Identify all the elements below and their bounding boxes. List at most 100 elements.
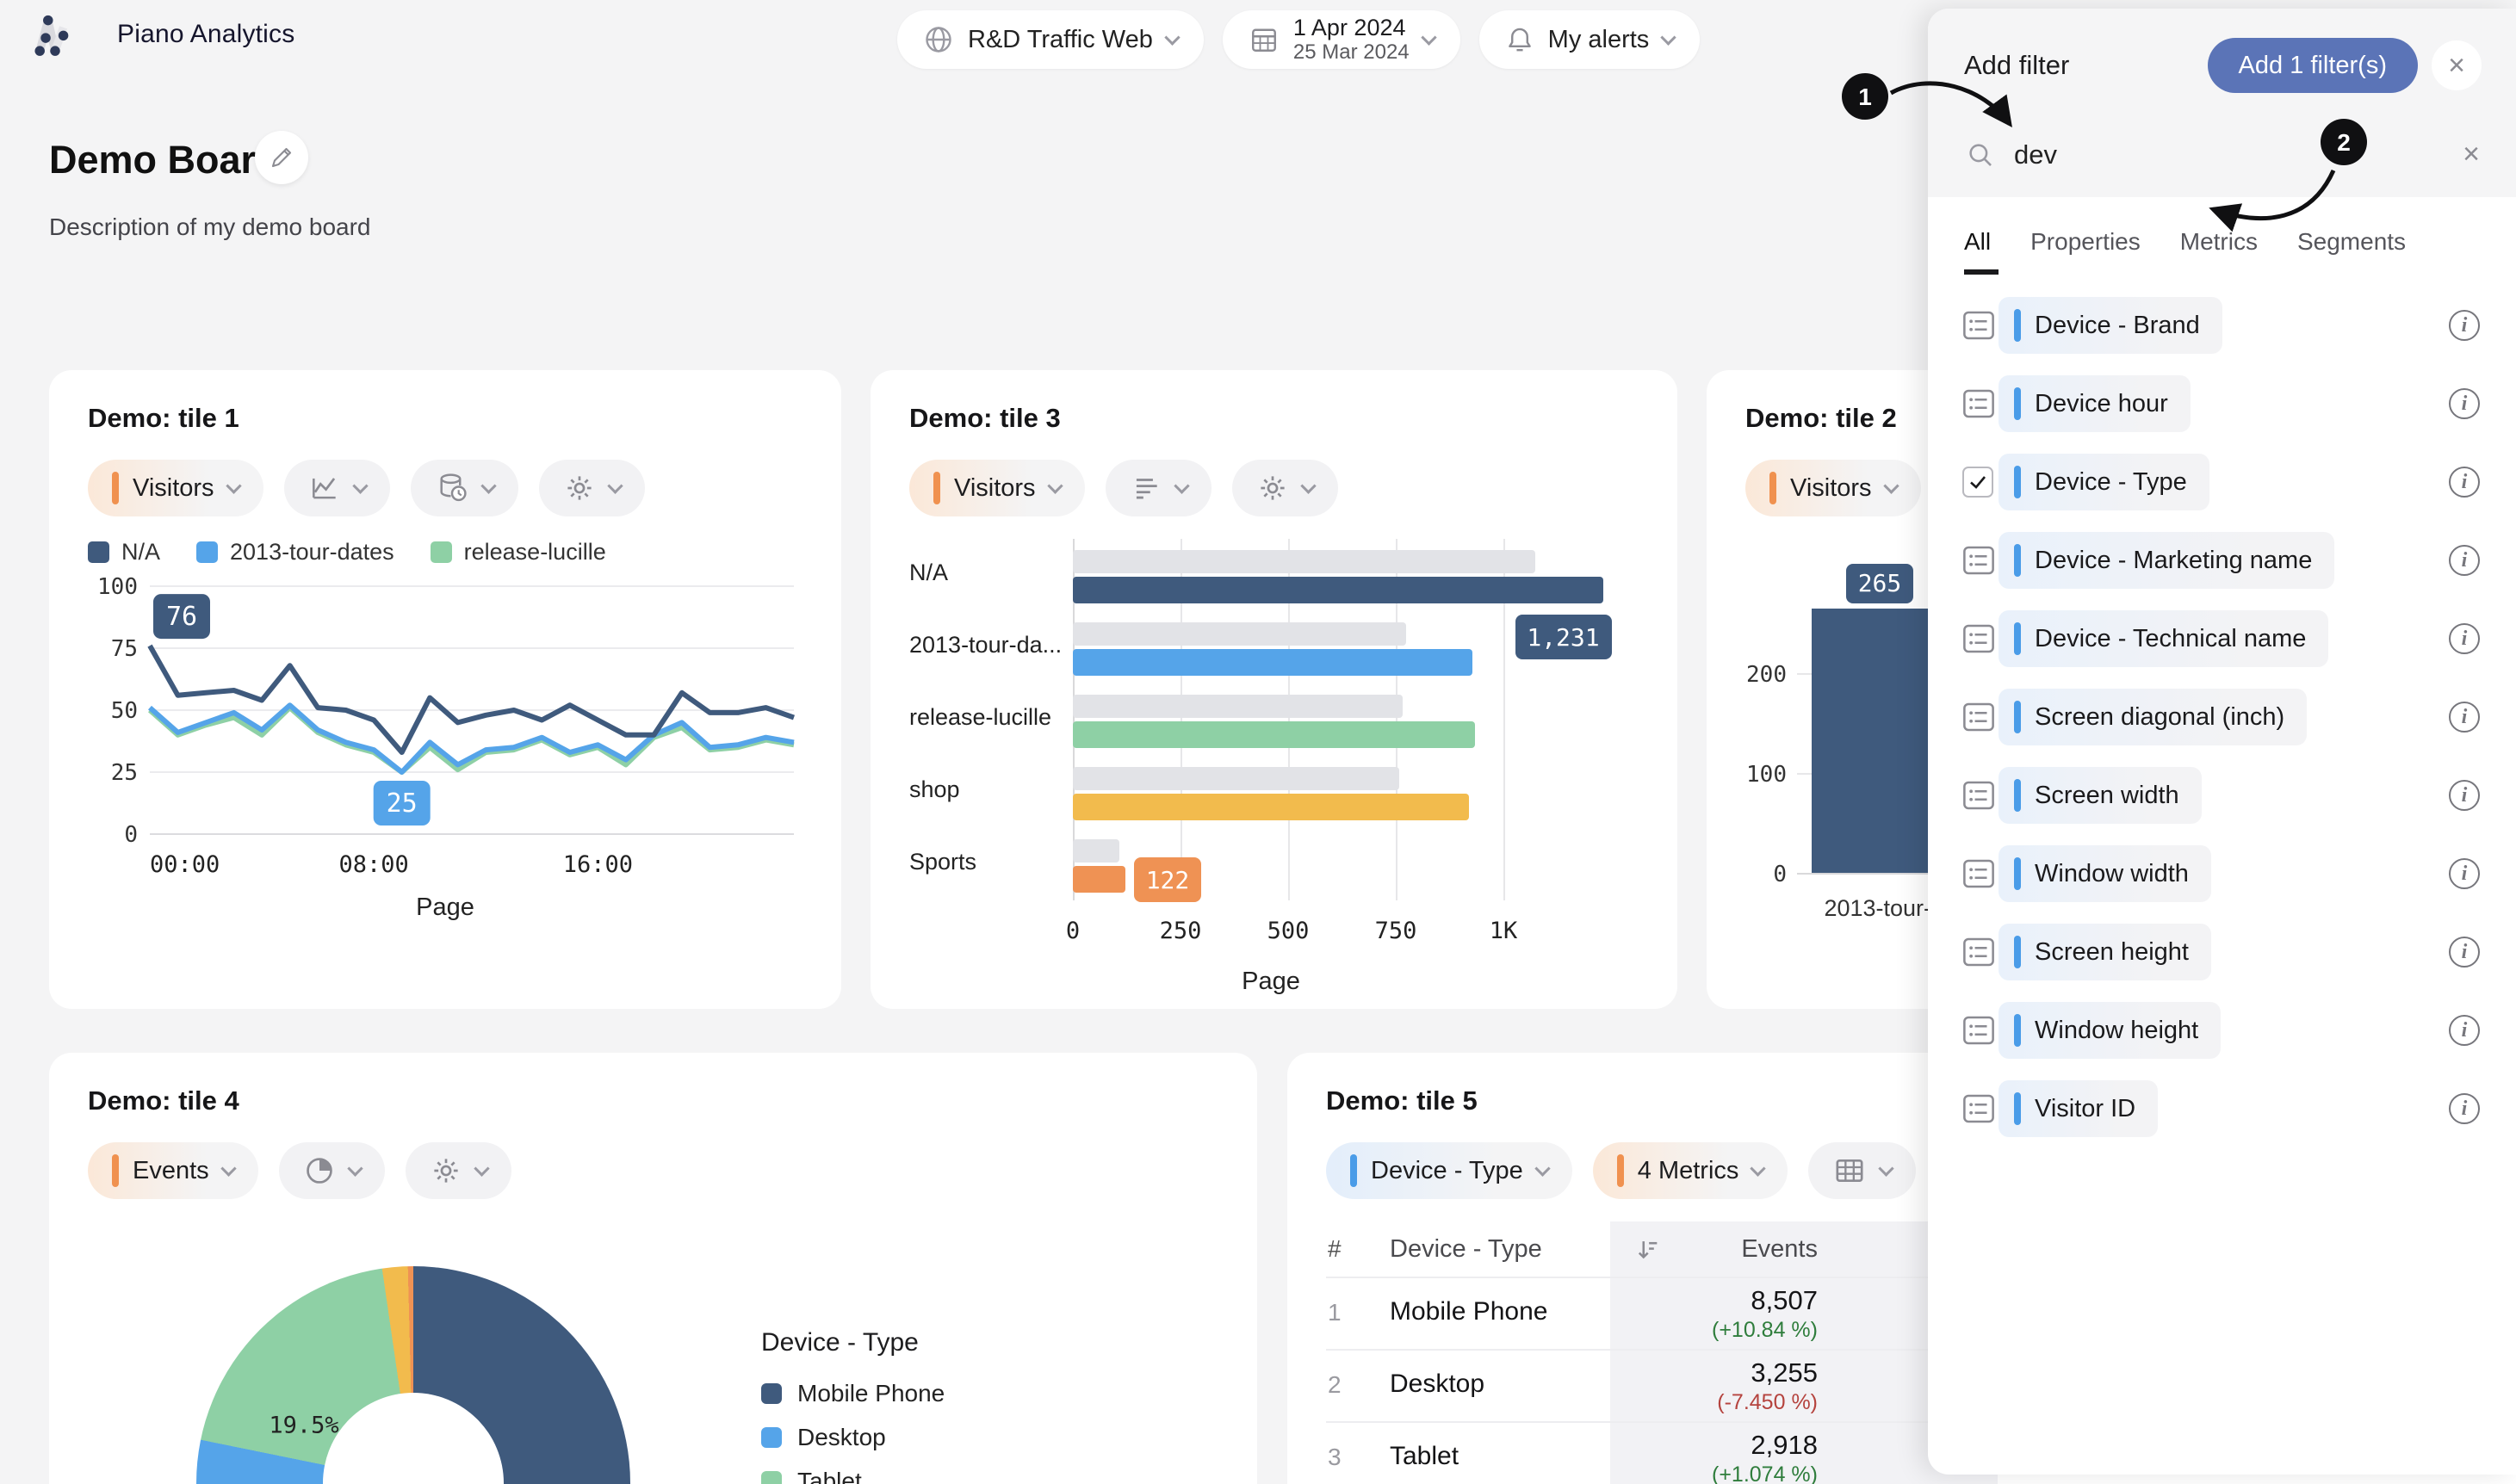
tab-metrics[interactable]: Metrics [2179,228,2258,255]
bar-row: release-lucille [909,683,1639,756]
tile3-charttype-selector[interactable] [1105,460,1212,516]
info-icon[interactable]: i [2449,780,2480,811]
tile3-settings[interactable] [1231,460,1338,516]
info-icon[interactable]: i [2449,1015,2480,1046]
property-label: Screen diagonal (inch) [2035,702,2285,731]
item-icon-wrap [1962,858,1999,889]
close-panel-button[interactable]: × [2432,40,2482,90]
property-chip[interactable]: Device - Marketing name [1999,532,2335,589]
svg-text:25: 25 [387,788,418,819]
chevron-down-icon [1878,1159,1895,1177]
info-icon[interactable]: i [2449,310,2480,341]
tile3-metric-selector[interactable]: Visitors [909,460,1085,516]
property-accent-bar [2014,387,2021,420]
info-icon[interactable]: i [2449,388,2480,419]
legend-label: 2013-tour-dates [230,539,394,565]
property-chip[interactable]: Device - Brand [1999,297,2222,354]
legend-swatch [196,541,219,563]
table-row[interactable]: 1 Mobile Phone 8,507 (+10.84 %) [1326,1277,2516,1349]
tile4-legend-title: Device - Type [761,1328,919,1357]
tab-properties[interactable]: Properties [2030,228,2141,255]
info-icon[interactable]: i [2449,1093,2480,1124]
site-selector[interactable]: R&D Traffic Web [897,10,1204,69]
tile4-metric-selector[interactable]: Events [88,1142,258,1199]
info-icon[interactable]: i [2449,545,2480,576]
info-icon[interactable]: i [2449,858,2480,889]
tile1-charttype-selector[interactable] [283,460,390,516]
tile5-metrics-selector[interactable]: 4 Metrics [1592,1142,1788,1199]
tile5-title: Demo: tile 5 [1326,1085,1478,1116]
legend-label: Mobile Phone [797,1380,945,1407]
bar-value-badge: 1,231 [1515,615,1612,659]
metric-accent-bar [933,472,940,504]
info-icon[interactable]: i [2449,467,2480,498]
chevron-down-icon [1660,28,1676,46]
sort-descending-icon[interactable] [1633,1235,1662,1264]
tile1-metric-selector[interactable]: Visitors [88,460,263,516]
edit-board-button[interactable] [255,131,308,184]
x-tick-label: 750 [1374,918,1417,944]
search-input[interactable] [2014,139,2445,170]
metric-accent-bar [1769,472,1776,504]
tile4-title: Demo: tile 4 [88,1085,239,1116]
property-chip[interactable]: Device - Type [1999,454,2209,510]
table-row[interactable]: 3 Tablet 2,918 (+1.074 %) [1326,1421,2516,1484]
current-period-bar [1073,721,1475,748]
tile5-dimension-selector[interactable]: Device - Type [1326,1142,1572,1199]
property-chip[interactable]: Device hour [1999,375,2191,432]
checked-checkbox[interactable] [1962,467,1993,498]
tile1-x-axis-title: Page [416,893,474,921]
info-icon[interactable]: i [2449,702,2480,733]
tile2-metric-selector[interactable]: Visitors [1745,460,1921,516]
tile4-charttype-selector[interactable] [278,1142,385,1199]
filter-list-item: Window height i [1962,1002,2480,1059]
info-icon[interactable]: i [2449,623,2480,654]
property-list-icon [1963,781,1994,810]
clear-search-icon[interactable]: × [2463,138,2480,170]
tile5-charttype-selector[interactable] [1808,1142,1917,1199]
check-icon [1970,476,1986,489]
tile-demo-4: Demo: tile 4 Events [49,1053,1257,1484]
property-label: Device - Marketing name [2035,546,2313,574]
date-range: 1 Apr 2024 25 Mar 2024 [1293,15,1410,64]
bar-value-badge: 122 [1134,857,1201,902]
property-chip[interactable]: Device - Technical name [1999,610,2329,667]
property-chip[interactable]: Screen height [1999,924,2211,980]
metric-cell: 8,507 (+10.84 %) [1326,1285,1818,1343]
events-column-header[interactable]: Events [1741,1234,1818,1263]
property-accent-bar [2014,936,2021,968]
metric-delta: (-7.450 %) [1717,1390,1818,1414]
bar-row: Sports [909,828,1639,900]
property-chip[interactable]: Window height [1999,1002,2222,1059]
metric-delta: (+10.84 %) [1712,1318,1818,1342]
property-list-icon [1963,389,1994,418]
property-chip[interactable]: Visitor ID [1999,1080,2159,1137]
item-icon-wrap [1962,937,1999,968]
bar-category-label: Sports [909,849,977,875]
tile1-settings[interactable] [538,460,645,516]
property-chip[interactable]: Screen width [1999,767,2202,824]
my-alerts-button[interactable]: My alerts [1478,10,1701,69]
property-chip[interactable]: Window width [1999,845,2211,902]
property-chip[interactable]: Screen diagonal (inch) [1999,689,2308,745]
tab-all[interactable]: All [1964,228,1999,275]
filter-item-list: Device - Brand i Device hour i Device - Ty… [1928,275,2516,1137]
item-checkbox-wrap[interactable] [1962,467,1999,498]
item-icon-wrap [1962,702,1999,733]
tile-demo-1: Demo: tile 1 Visitors [49,370,841,1009]
table-header-row: # Device - Type Events [1326,1221,2516,1277]
date-range-picker[interactable]: 1 Apr 2024 25 Mar 2024 [1222,10,1460,69]
row-dimension-value: Mobile Phone [1390,1297,1548,1326]
tab-segments[interactable]: Segments [2296,228,2407,255]
property-label: Device - Technical name [2035,624,2307,652]
legend-item: Desktop [761,1424,970,1451]
add-filters-button[interactable]: Add 1 filter(s) [2207,38,2418,93]
tile1-line-chart: 0 25 50 75 100 76 25 00:00 08:00 16:00 [88,574,803,881]
table-row[interactable]: 2 Desktop 3,255 (-7.450 %) [1326,1349,2516,1421]
tile4-settings[interactable] [405,1142,511,1199]
legend-label: release-lucille [463,539,606,565]
legend-item: N/A [88,539,160,566]
tile1-data-options[interactable] [410,460,518,516]
info-icon[interactable]: i [2449,937,2480,968]
